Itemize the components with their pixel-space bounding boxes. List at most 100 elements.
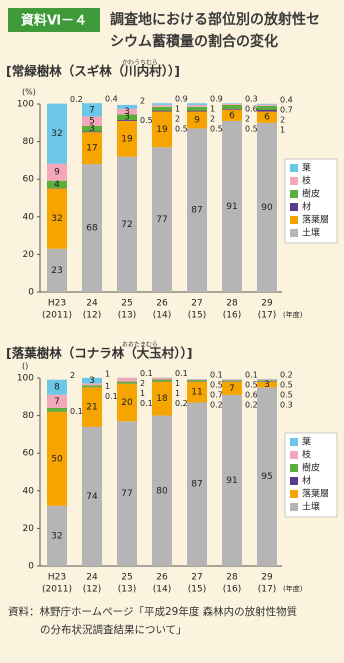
- data-label: 7: [229, 384, 235, 394]
- data-label: 32: [51, 531, 62, 541]
- x-tick-label: 28: [226, 299, 238, 309]
- data-label: 91: [226, 202, 237, 212]
- bar-segment: [187, 110, 207, 112]
- x-tick-label: (15): [188, 311, 206, 321]
- data-label: 20: [121, 398, 133, 408]
- x-unit: (年度): [283, 310, 303, 319]
- data-label: 2: [280, 115, 285, 124]
- x-tick-label: 27: [191, 573, 202, 583]
- x-tick-label: (14): [153, 311, 171, 321]
- header-badge: [8, 8, 100, 32]
- data-label: 1: [175, 105, 180, 114]
- bar-segment: [187, 402, 207, 566]
- data-label: 6: [264, 113, 270, 123]
- bar-segment: [117, 421, 137, 566]
- legend-swatch: [290, 177, 298, 185]
- bar-segment: [117, 104, 137, 109]
- data-label: 18: [156, 394, 168, 404]
- y-unit: (%): [22, 88, 36, 97]
- data-label: 87: [191, 206, 202, 216]
- bar-segment: [187, 381, 207, 403]
- x-tick-label: (16): [223, 311, 241, 321]
- bar-segment: [117, 383, 137, 422]
- data-label: 0.2: [280, 370, 293, 379]
- source: 資料：林野庁ホームページ「平成29年度 森林内の放射性物質: [8, 605, 297, 618]
- x-tick-label: (15): [188, 585, 206, 595]
- data-label: 2: [70, 371, 75, 380]
- legend-swatch: [290, 229, 298, 237]
- data-label: 0.7: [210, 390, 223, 399]
- bar-segment: [187, 111, 207, 129]
- data-label: 17: [86, 144, 97, 154]
- bar-segment: [82, 387, 102, 427]
- legend-label: 土壌: [302, 501, 320, 513]
- data-label: 23: [51, 266, 62, 276]
- legend-label: 材: [302, 475, 311, 487]
- data-label: 2: [175, 115, 180, 124]
- bar-segment: [47, 163, 67, 181]
- y-tick-label: 80: [23, 137, 35, 147]
- data-label: 21: [86, 403, 97, 413]
- bar-segment: [117, 381, 137, 384]
- bar-segment: [257, 105, 277, 110]
- bar-segment: [257, 387, 277, 566]
- data-label: 72: [121, 220, 132, 230]
- data-label: 3: [264, 380, 270, 390]
- data-label: 2: [140, 96, 145, 105]
- data-label: 11: [191, 388, 202, 398]
- data-label: 74: [86, 492, 98, 502]
- x-tick-label: (2011): [42, 311, 72, 321]
- y-tick-label: 20: [23, 524, 35, 534]
- x-tick-label: 25: [121, 299, 132, 309]
- bar-segment: [187, 380, 207, 382]
- data-label: 1: [140, 389, 145, 398]
- data-label: 9: [194, 115, 200, 125]
- legend-swatch: [290, 190, 298, 198]
- data-label: 80: [156, 486, 168, 496]
- data-label: 1: [175, 379, 180, 388]
- x-tick-label: (16): [223, 585, 241, 595]
- data-label: 77: [121, 489, 132, 499]
- bar-segment: [152, 381, 172, 416]
- x-tick-label: (13): [118, 311, 136, 321]
- data-label: 0.5: [175, 125, 188, 134]
- data-label: 0.5: [280, 380, 293, 389]
- data-label: 7: [89, 105, 95, 115]
- bar-segment: [187, 128, 207, 292]
- x-tick-label: 28: [226, 573, 238, 583]
- bar-segment: [257, 381, 277, 388]
- chart-subtitle: [落葉樹林（コナラ林（大玉村））]: [6, 346, 192, 361]
- data-label: 0.1: [105, 392, 118, 401]
- x-tick-label: (12): [83, 585, 101, 595]
- data-label: 0.2: [210, 400, 223, 409]
- data-label: 0.1: [140, 399, 153, 408]
- bar-segment: [257, 122, 277, 292]
- data-label: 0.1: [245, 371, 258, 380]
- bar-segment: [257, 379, 277, 381]
- data-label: 0.1: [210, 370, 223, 379]
- data-label: 2: [210, 115, 215, 124]
- data-label: 7: [54, 397, 60, 407]
- bar-segment: [152, 103, 172, 105]
- data-label: 0.9: [175, 95, 188, 104]
- bar-segment: [82, 103, 102, 117]
- bar-segment: [117, 156, 137, 292]
- bar-segment: [47, 180, 67, 189]
- bar-segment: [152, 377, 172, 380]
- data-label: 2: [245, 115, 250, 124]
- bar-segment: [47, 188, 67, 249]
- data-label: 0.1: [175, 369, 188, 378]
- x-tick-label: 25: [121, 573, 132, 583]
- data-label: 0.5: [140, 116, 153, 125]
- bar-segment: [222, 120, 242, 292]
- data-label: 90: [261, 203, 273, 213]
- data-label: 8: [54, 383, 60, 393]
- data-label: 1: [105, 369, 110, 378]
- x-tick-label: (17): [258, 585, 276, 595]
- bar-segment: [222, 103, 242, 104]
- data-label: 0.1: [140, 369, 153, 378]
- legend-swatch: [290, 164, 298, 172]
- bar-segment: [152, 415, 172, 566]
- data-label: 0.3: [280, 400, 293, 409]
